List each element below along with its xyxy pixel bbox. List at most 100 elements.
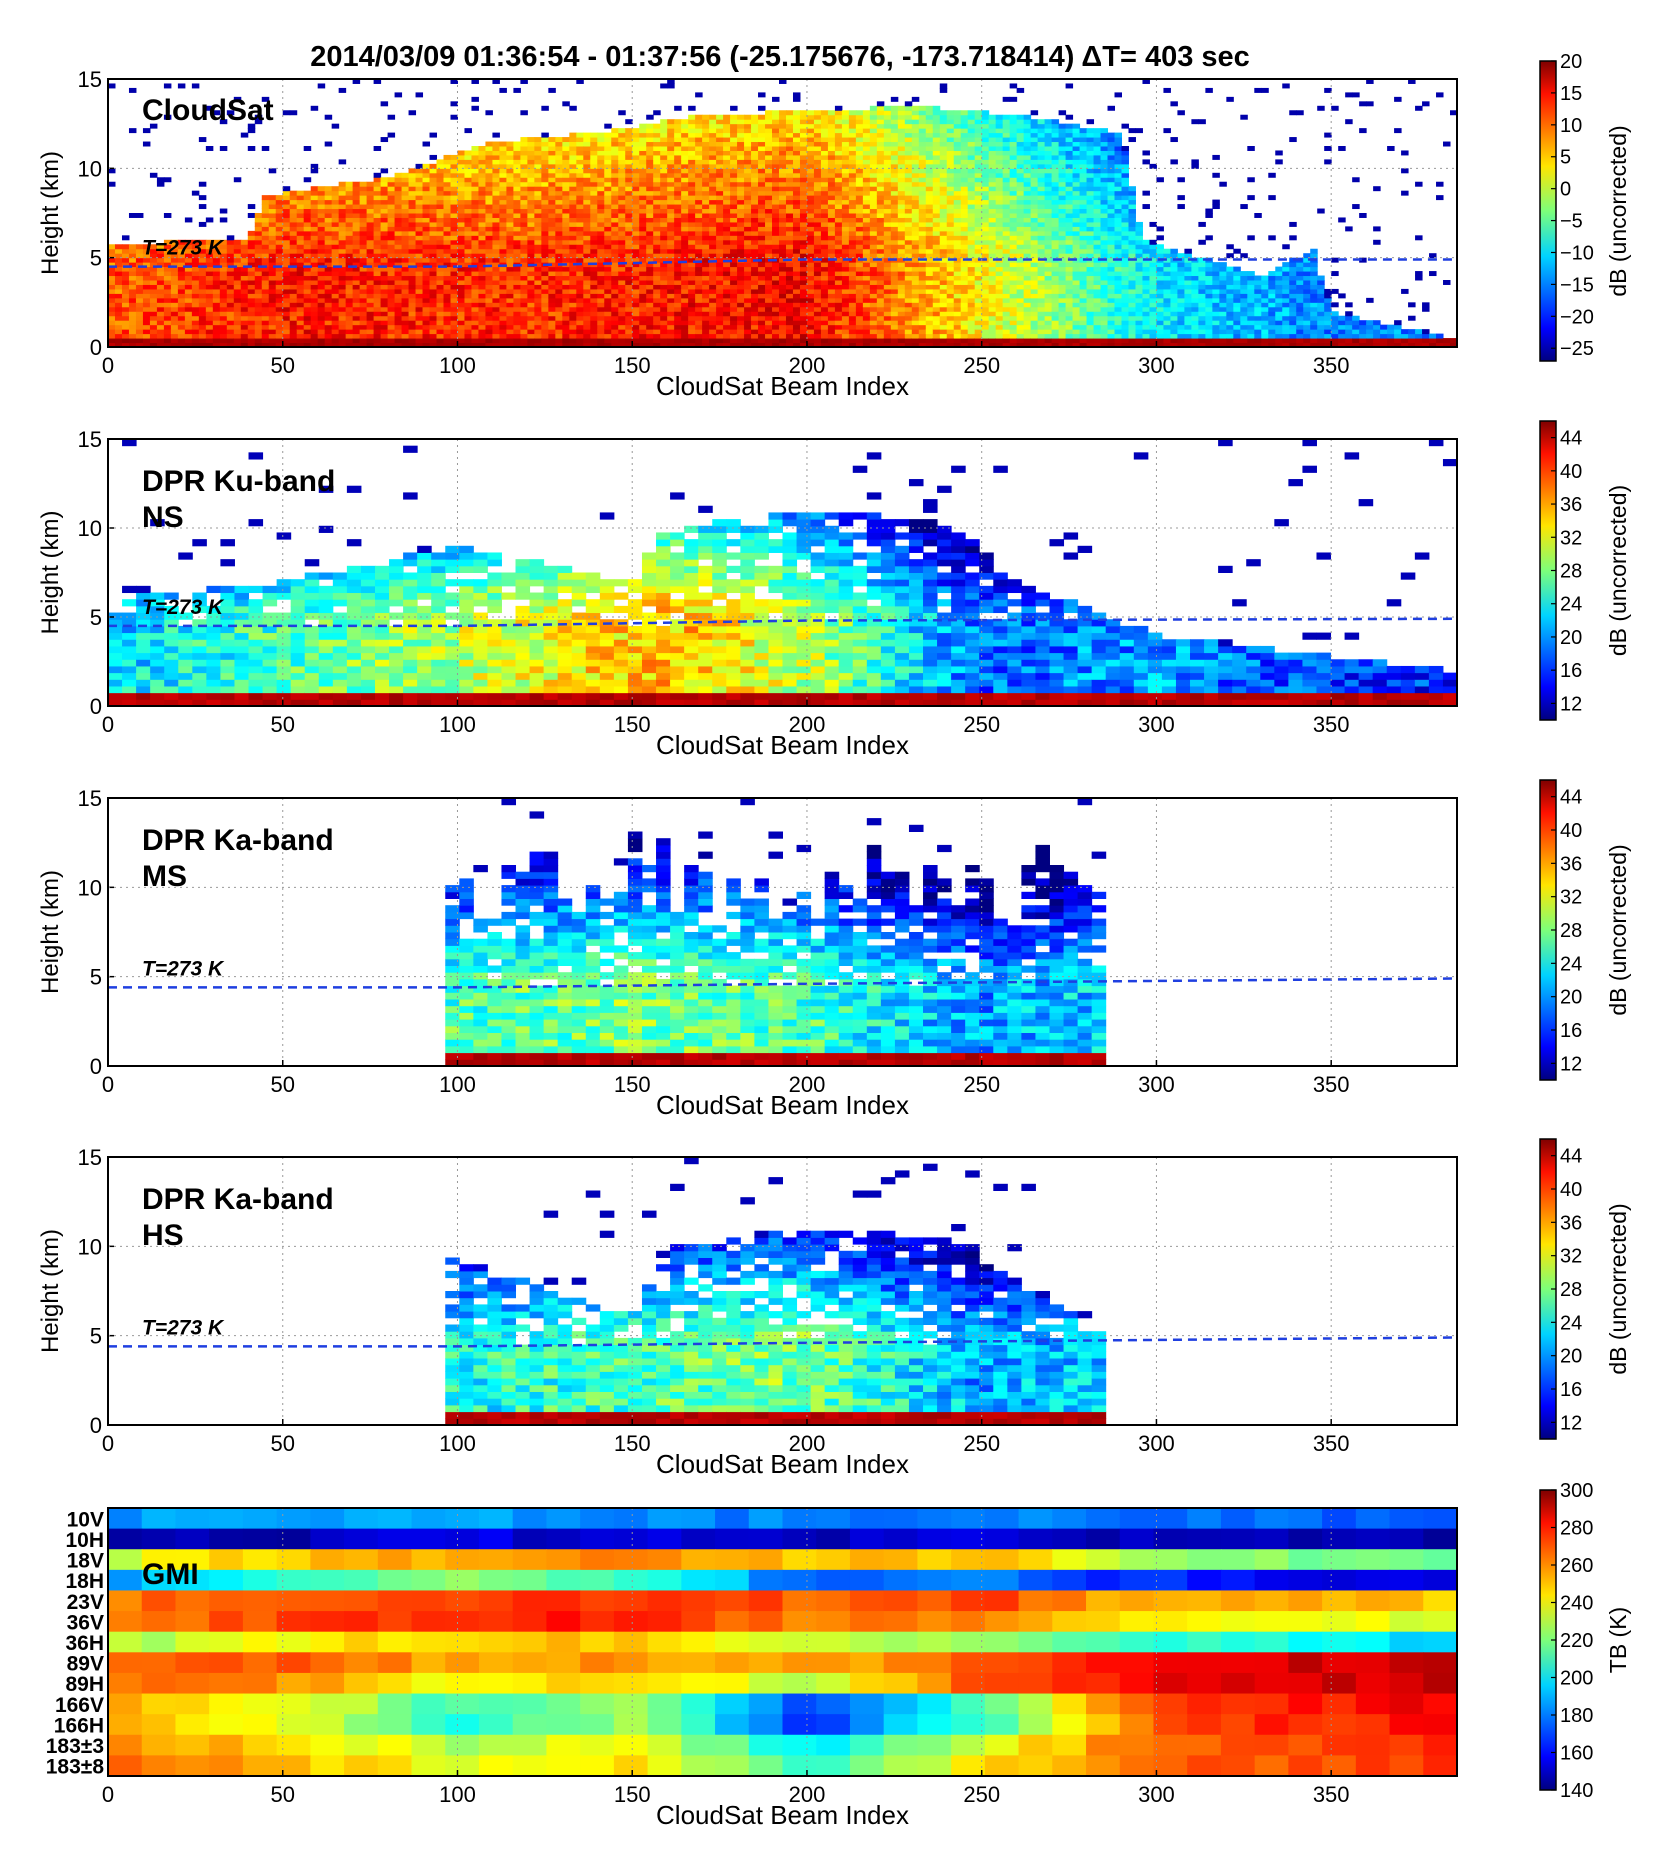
reflectivity-cell — [772, 150, 780, 156]
reflectivity-cell — [345, 244, 354, 250]
reflectivity-cell — [792, 92, 801, 98]
reflectivity-cell — [792, 181, 801, 187]
reflectivity-cell — [527, 172, 535, 178]
reflectivity-cell — [331, 213, 340, 218]
reflectivity-cell — [869, 199, 878, 205]
reflectivity-cell — [128, 288, 137, 294]
reflectivity-cell — [513, 311, 521, 317]
reflectivity-cell — [415, 271, 424, 277]
reflectivity-cell — [541, 235, 549, 241]
reflectivity-cell — [450, 288, 458, 294]
reflectivity-cell — [548, 284, 556, 290]
reflectivity-cell — [611, 132, 619, 138]
reflectivity-cell — [785, 324, 794, 330]
reflectivity-cell — [359, 239, 368, 245]
reflectivity-cell — [869, 110, 878, 116]
reflectivity-cell — [611, 177, 619, 183]
reflectivity-cell — [345, 181, 354, 187]
reflectivity-cell — [219, 271, 228, 277]
reflectivity-cell — [625, 137, 633, 143]
reflectivity-cell — [785, 141, 794, 147]
reflectivity-cell — [660, 266, 668, 272]
reflectivity-cell — [723, 137, 731, 143]
reflectivity-cell — [121, 320, 130, 326]
reflectivity-cell — [785, 114, 794, 120]
reflectivity-cell — [827, 132, 836, 138]
reflectivity-cell — [394, 262, 403, 268]
reflectivity-cell — [478, 297, 486, 303]
reflectivity-cell — [485, 235, 493, 241]
reflectivity-cell — [436, 208, 445, 214]
reflectivity-cell — [890, 315, 899, 321]
reflectivity-cell — [275, 311, 284, 317]
reflectivity-cell — [765, 150, 773, 156]
reflectivity-cell — [772, 146, 780, 151]
reflectivity-cell — [569, 280, 577, 285]
reflectivity-cell — [569, 302, 577, 308]
reflectivity-cell — [820, 333, 829, 339]
reflectivity-cell — [723, 306, 731, 312]
reflectivity-cell — [758, 244, 766, 250]
reflectivity-cell — [681, 280, 689, 285]
reflectivity-cell — [765, 221, 773, 227]
reflectivity-cell — [359, 213, 368, 218]
reflectivity-cell — [604, 293, 612, 299]
reflectivity-cell — [723, 342, 731, 348]
reflectivity-cell — [310, 204, 319, 210]
reflectivity-cell — [625, 271, 633, 277]
reflectivity-cell — [310, 315, 319, 321]
reflectivity-cell — [911, 266, 920, 272]
reflectivity-cell — [226, 239, 235, 245]
reflectivity-cell — [289, 204, 298, 210]
reflectivity-cell — [806, 123, 815, 129]
reflectivity-cell — [373, 333, 382, 339]
reflectivity-cell — [303, 338, 312, 344]
reflectivity-cell — [261, 235, 270, 241]
reflectivity-cell — [380, 226, 389, 232]
reflectivity-cell — [254, 275, 263, 281]
reflectivity-cell — [723, 315, 731, 321]
reflectivity-cell — [639, 128, 647, 134]
reflectivity-cell — [702, 204, 710, 210]
reflectivity-cell — [282, 204, 291, 210]
reflectivity-cell — [401, 288, 410, 294]
reflectivity-cell — [695, 320, 703, 326]
reflectivity-cell — [478, 163, 486, 169]
reflectivity-cell — [499, 248, 507, 254]
reflectivity-cell — [149, 275, 158, 281]
reflectivity-cell — [723, 181, 731, 187]
reflectivity-cell — [869, 105, 878, 111]
reflectivity-cell — [695, 311, 703, 317]
reflectivity-cell — [611, 302, 619, 308]
reflectivity-cell — [366, 239, 375, 245]
reflectivity-cell — [583, 217, 591, 223]
reflectivity-cell — [709, 320, 717, 326]
reflectivity-cell — [667, 257, 675, 263]
reflectivity-cell — [114, 275, 123, 281]
reflectivity-cell — [450, 154, 458, 160]
reflectivity-cell — [457, 293, 465, 299]
reflectivity-cell — [492, 284, 500, 290]
reflectivity-cell — [541, 195, 549, 201]
reflectivity-cell — [862, 333, 871, 339]
reflectivity-cell — [681, 132, 689, 138]
reflectivity-cell — [667, 297, 675, 303]
reflectivity-cell — [716, 280, 724, 285]
reflectivity-cell — [730, 297, 738, 303]
reflectivity-cell — [604, 230, 612, 236]
reflectivity-cell — [338, 217, 347, 223]
reflectivity-cell — [799, 190, 808, 196]
reflectivity-cell — [758, 137, 766, 143]
reflectivity-cell — [317, 248, 326, 254]
reflectivity-cell — [820, 342, 829, 348]
reflectivity-cell — [422, 221, 431, 227]
reflectivity-cell — [422, 302, 431, 308]
reflectivity-cell — [485, 213, 493, 218]
reflectivity-cell — [772, 244, 780, 250]
reflectivity-cell — [674, 217, 682, 223]
reflectivity-cell — [135, 244, 144, 250]
reflectivity-cell — [289, 257, 298, 263]
reflectivity-cell — [681, 288, 689, 294]
reflectivity-cell — [576, 195, 584, 201]
reflectivity-cell — [695, 181, 703, 187]
